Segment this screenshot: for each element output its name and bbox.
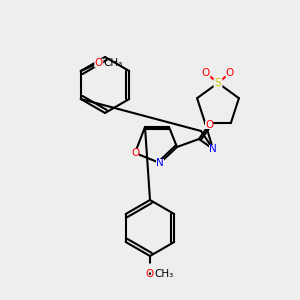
Text: CH₃: CH₃ bbox=[104, 58, 123, 68]
Text: N: N bbox=[156, 158, 164, 168]
Text: O: O bbox=[205, 120, 213, 130]
Text: S: S bbox=[215, 78, 221, 88]
FancyBboxPatch shape bbox=[131, 149, 139, 157]
Text: N: N bbox=[209, 144, 217, 154]
Text: O: O bbox=[226, 68, 234, 78]
FancyBboxPatch shape bbox=[202, 68, 211, 77]
Text: O: O bbox=[131, 148, 139, 158]
Text: CH₃: CH₃ bbox=[154, 269, 173, 279]
Text: O: O bbox=[146, 269, 154, 279]
FancyBboxPatch shape bbox=[156, 159, 164, 167]
FancyBboxPatch shape bbox=[146, 263, 154, 272]
FancyBboxPatch shape bbox=[226, 68, 235, 77]
FancyBboxPatch shape bbox=[214, 79, 223, 88]
Text: O: O bbox=[202, 68, 210, 78]
FancyBboxPatch shape bbox=[205, 121, 213, 129]
FancyBboxPatch shape bbox=[209, 145, 217, 153]
Text: O: O bbox=[94, 58, 103, 68]
FancyBboxPatch shape bbox=[94, 58, 103, 68]
